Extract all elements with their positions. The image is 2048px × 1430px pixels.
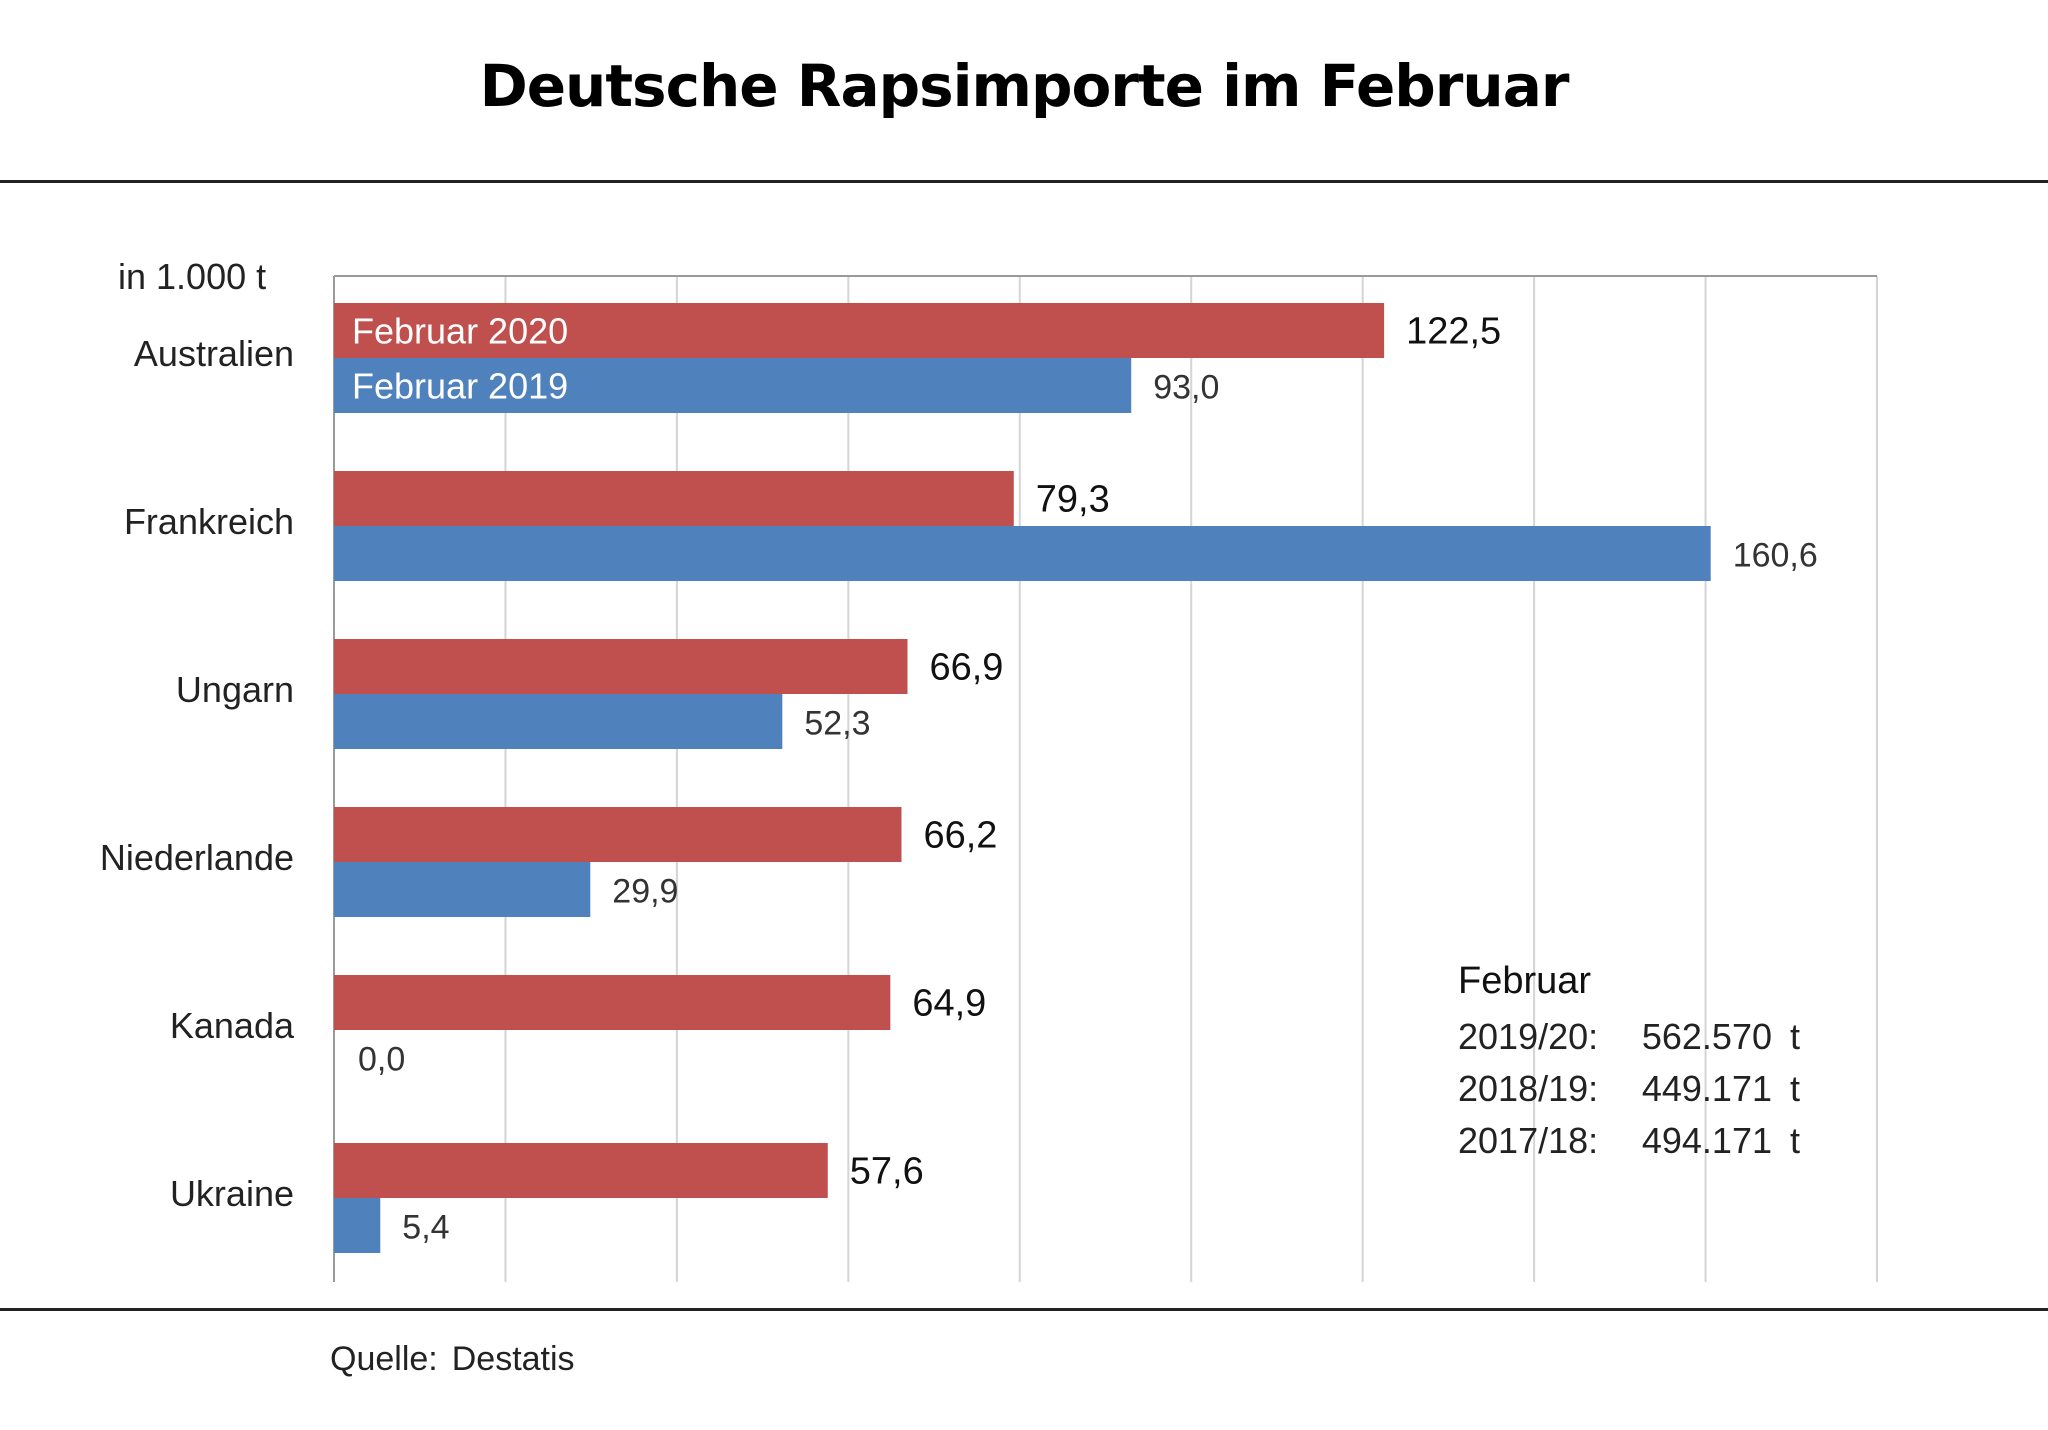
- legend-entry: Februar 2019: [352, 366, 568, 407]
- totals-year: 2018/19:: [1458, 1068, 1599, 1109]
- category-label: Ukraine: [170, 1173, 294, 1214]
- totals-heading: Februar: [1458, 960, 1592, 1002]
- bottom-divider: [0, 1308, 2048, 1311]
- bar-2020: [334, 975, 891, 1030]
- bar-2019: [334, 358, 1132, 413]
- totals-row: 2018/19: 449.171 t: [1458, 1063, 1800, 1115]
- bar-2020: [334, 1143, 828, 1198]
- bar-2020: [334, 639, 908, 694]
- data-label: 64,9: [912, 983, 986, 1025]
- unit-label: in 1.000 t: [118, 256, 267, 297]
- labels: Australien 122,5 Februar 2020 93,0 Februar 2…: [100, 311, 1818, 1247]
- totals-row: 2017/18: 494.171 t: [1458, 1115, 1800, 1167]
- totals-value: 494.171: [1641, 1120, 1772, 1161]
- data-label: 66,9: [929, 647, 1003, 689]
- totals-year: 2017/18:: [1458, 1120, 1599, 1161]
- bar-2020: [334, 303, 1385, 358]
- data-label: 66,2: [923, 815, 997, 857]
- bar-2019: [334, 526, 1711, 581]
- data-label: 29,9: [612, 873, 678, 911]
- grid-lines: [333, 275, 1878, 1282]
- bar-2020: [334, 807, 902, 862]
- data-label: 5,4: [402, 1209, 449, 1247]
- totals-value: 562.570: [1641, 1016, 1772, 1057]
- source-name: Destatis: [451, 1340, 575, 1378]
- legend-entry: Februar 2020: [352, 311, 568, 352]
- category-label: Ungarn: [176, 669, 294, 710]
- totals-unit: t: [1790, 1016, 1801, 1057]
- data-label: 93,0: [1153, 369, 1219, 407]
- category-label: Australien: [134, 333, 294, 374]
- top-divider: [0, 180, 2048, 183]
- bar-2019: [334, 1198, 381, 1253]
- bar-2019: [334, 694, 783, 749]
- source-label: Quelle:: [330, 1340, 438, 1378]
- category-label: Kanada: [170, 1005, 295, 1046]
- data-label: 0,0: [358, 1041, 405, 1079]
- source-line: Quelle: Destatis: [330, 1340, 589, 1379]
- bar-2019: [334, 862, 591, 917]
- totals-value: 449.171: [1641, 1068, 1772, 1109]
- totals-box: Februar 2019/20: 562.570 t 2018/19: 449.171…: [1458, 960, 1800, 1167]
- category-label: Frankreich: [124, 501, 294, 542]
- data-label: 57,6: [850, 1151, 924, 1193]
- totals-year: 2019/20:: [1458, 1016, 1599, 1057]
- data-label: 122,5: [1406, 311, 1501, 353]
- category-label: Niederlande: [100, 837, 294, 878]
- bars: [334, 303, 1711, 1253]
- totals-unit: t: [1790, 1120, 1801, 1161]
- totals-row: 2019/20: 562.570 t: [1458, 1011, 1800, 1063]
- totals-unit: t: [1790, 1068, 1801, 1109]
- chart-title: Deutsche Rapsimporte im Februar: [479, 52, 1570, 120]
- data-label: 160,6: [1733, 537, 1818, 575]
- bar-2020: [334, 471, 1014, 526]
- data-label: 52,3: [804, 705, 870, 743]
- data-label: 79,3: [1036, 479, 1110, 521]
